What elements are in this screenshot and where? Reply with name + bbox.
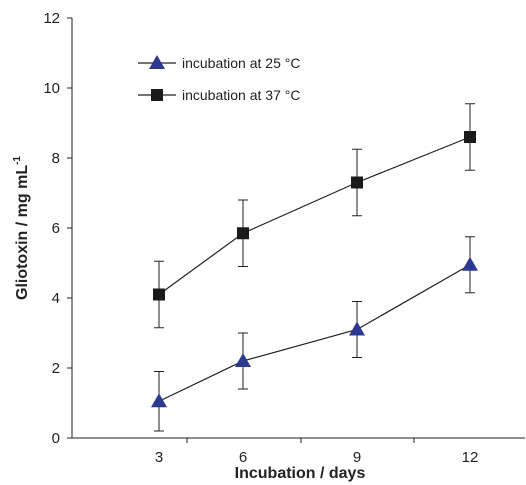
legend-item: incubation at 37 °C [138, 87, 300, 103]
x-tick-label: 9 [353, 449, 361, 466]
square-marker [351, 176, 363, 189]
y-tick-label: 2 [52, 360, 60, 377]
square-marker [153, 288, 165, 301]
y-tick-label: 6 [52, 220, 60, 237]
y-axis-title-superscript: -1 [12, 156, 23, 165]
series-layer [151, 103, 478, 432]
triangle-marker [349, 321, 365, 336]
square-marker [237, 227, 249, 240]
series-line [158, 136, 471, 295]
x-tick-label: 12 [462, 449, 479, 466]
y-tick-label: 12 [43, 10, 60, 27]
x-axis-title: Incubation / days [235, 465, 366, 482]
triangle-marker [149, 55, 165, 69]
triangle-marker [462, 256, 478, 271]
square-marker [151, 89, 163, 101]
legend-label: incubation at 37 °C [182, 87, 300, 103]
triangle-marker [151, 393, 167, 408]
legend-label: incubation at 25 °C [182, 55, 300, 71]
series-square [153, 103, 476, 329]
y-tick-label: 0 [52, 430, 60, 447]
legend-item: incubation at 25 °C [138, 55, 300, 71]
y-tick-label: 4 [52, 290, 60, 307]
series-line [158, 264, 471, 402]
y-tick-label: 10 [43, 80, 60, 97]
axes [71, 18, 525, 439]
series-triangle [151, 236, 478, 432]
y-axis-title: Gliotoxin / mg mL-1 [12, 156, 31, 300]
x-tick-label: 6 [239, 449, 247, 466]
x-ticks: 3 6 9 12 [155, 438, 479, 466]
triangle-marker [235, 353, 251, 367]
legend: incubation at 25 °C incubation at 37 °C [138, 55, 300, 103]
y-axis-title-main: Gliotoxin / mg mL [14, 165, 31, 300]
x-tick-label: 3 [155, 449, 163, 466]
square-marker [464, 131, 476, 143]
y-ticks: 0 2 4 6 8 10 12 [43, 10, 72, 447]
y-tick-label: 8 [52, 150, 60, 167]
